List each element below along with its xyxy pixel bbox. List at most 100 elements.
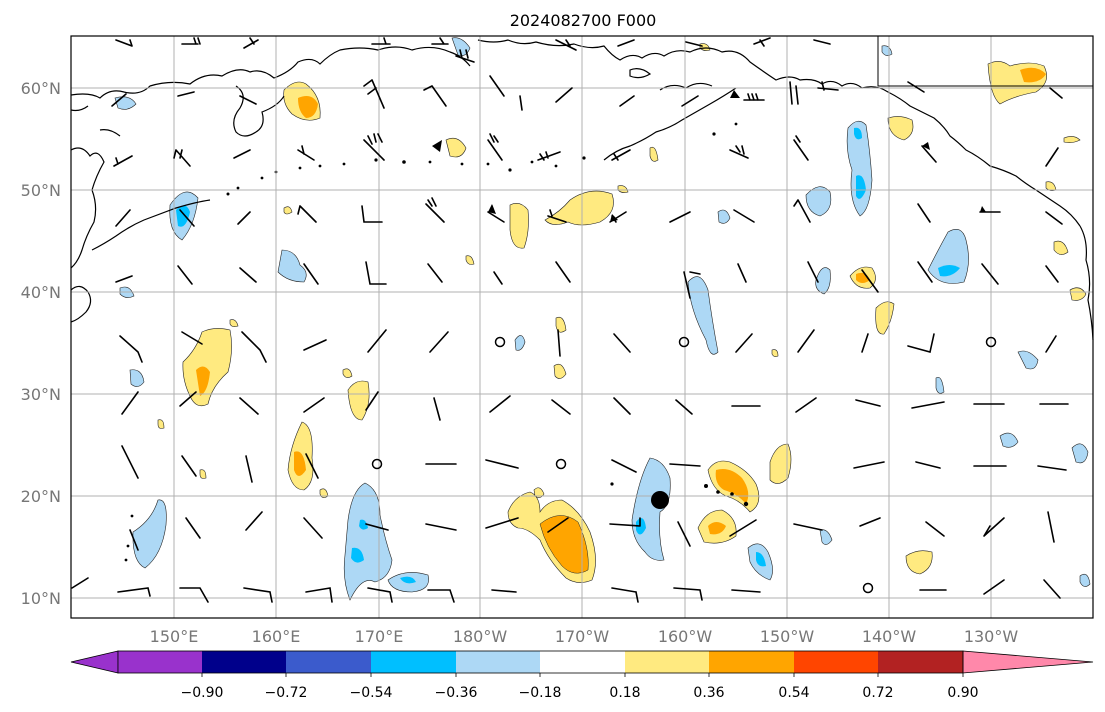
positive-area [617, 185, 629, 193]
wind-barb [613, 397, 631, 415]
colorbar-segment [625, 651, 709, 673]
negative-area [856, 175, 866, 199]
latitude-label: 20°N [21, 487, 61, 506]
wind-barb [71, 577, 89, 589]
wind-barb [729, 519, 757, 537]
wind-barb [685, 41, 703, 47]
positive-area [544, 190, 614, 226]
colorbar-tick-label: 0.90 [947, 685, 978, 701]
wind-barb [425, 523, 457, 531]
negative-area [815, 267, 831, 295]
wind-barb [489, 75, 505, 97]
wind-barb [129, 529, 139, 551]
positive-area [905, 550, 933, 575]
wind-barb [363, 133, 385, 161]
wind-barb [297, 145, 315, 161]
positive-area [887, 116, 914, 141]
wind-barb [619, 95, 635, 107]
longitude-label: 170°W [555, 627, 610, 646]
storm-center-marker [651, 491, 669, 509]
negative-area [927, 229, 969, 284]
positive-area [533, 487, 545, 498]
positive-area [347, 380, 370, 421]
shaded-fields [114, 37, 1091, 601]
colorbar-segment [709, 651, 794, 673]
wind-barb [243, 587, 273, 603]
positive-area [715, 469, 749, 504]
wind-barb [425, 197, 445, 223]
positive-area [294, 451, 306, 476]
wind-pennants [432, 90, 986, 222]
wind-barb [613, 333, 631, 353]
negative-area [277, 249, 307, 283]
wind-barb [917, 261, 933, 283]
wind-barb [807, 261, 819, 283]
map-title: 2024082700 F000 [510, 11, 657, 30]
wind-barb [177, 91, 195, 97]
wind-barb [371, 37, 391, 45]
wind-barb [111, 93, 127, 107]
wind-barb [793, 199, 811, 223]
wind-barb [181, 455, 197, 477]
wind-barb [489, 395, 511, 413]
wind-barb [1045, 335, 1057, 353]
colorbar-tick-label: −0.18 [519, 685, 562, 701]
wind-barb [303, 517, 323, 539]
longitude-label: 170°E [355, 627, 404, 646]
wind-barb [245, 511, 263, 531]
positive-area [445, 137, 467, 158]
positive-area [465, 255, 475, 265]
negative-area [717, 209, 731, 224]
wind-barb [859, 517, 881, 527]
wind-barb [551, 399, 571, 415]
wind-barb [1045, 265, 1059, 283]
wind-barb [861, 333, 869, 353]
wind-barb [683, 271, 701, 299]
negative-area [636, 518, 646, 535]
positive-area [157, 419, 165, 429]
longitude-label: 180°W [453, 627, 508, 646]
positive-area [555, 316, 567, 333]
negative-area [805, 186, 832, 217]
wind-barb [855, 399, 881, 407]
wind-barb [617, 39, 635, 47]
colorbar-extend-high [962, 650, 1094, 674]
positive-area [553, 363, 567, 379]
wind-barb [733, 209, 755, 223]
wind-barb [677, 521, 691, 547]
negative-area [400, 576, 416, 584]
wind-barb [487, 133, 503, 161]
wind-barb [817, 81, 839, 91]
wind-barb [555, 87, 573, 103]
wind-barb [245, 455, 253, 483]
negative-area [756, 552, 766, 567]
wind-barb [423, 85, 447, 107]
latitude-label: 60°N [21, 79, 61, 98]
wind-barb [303, 339, 327, 351]
wind-barb [119, 335, 143, 363]
wind-barb [427, 263, 443, 283]
colorbar-segment [118, 651, 202, 673]
wind-barb [907, 81, 925, 93]
negative-area [132, 499, 167, 569]
wind-barb [297, 205, 317, 223]
wind-barb [181, 37, 201, 45]
longitude-label: 150°W [760, 627, 815, 646]
wind-barb [179, 391, 197, 407]
wind-barb [793, 523, 823, 531]
colorbar-tick-label: −0.54 [350, 685, 393, 701]
wind-barb [115, 275, 133, 283]
wind-barb [485, 459, 519, 469]
colorbar-segment [456, 651, 540, 673]
negative-area [1071, 443, 1089, 464]
wind-barb [185, 517, 201, 539]
wind-barb [737, 263, 747, 283]
wind-barb [121, 445, 139, 479]
wind-barb [921, 145, 937, 163]
wind-barb [237, 211, 251, 225]
calm-markers [371, 336, 997, 594]
positive-area [1069, 287, 1087, 301]
wind-barb [611, 587, 639, 603]
wind-barb [181, 331, 203, 345]
